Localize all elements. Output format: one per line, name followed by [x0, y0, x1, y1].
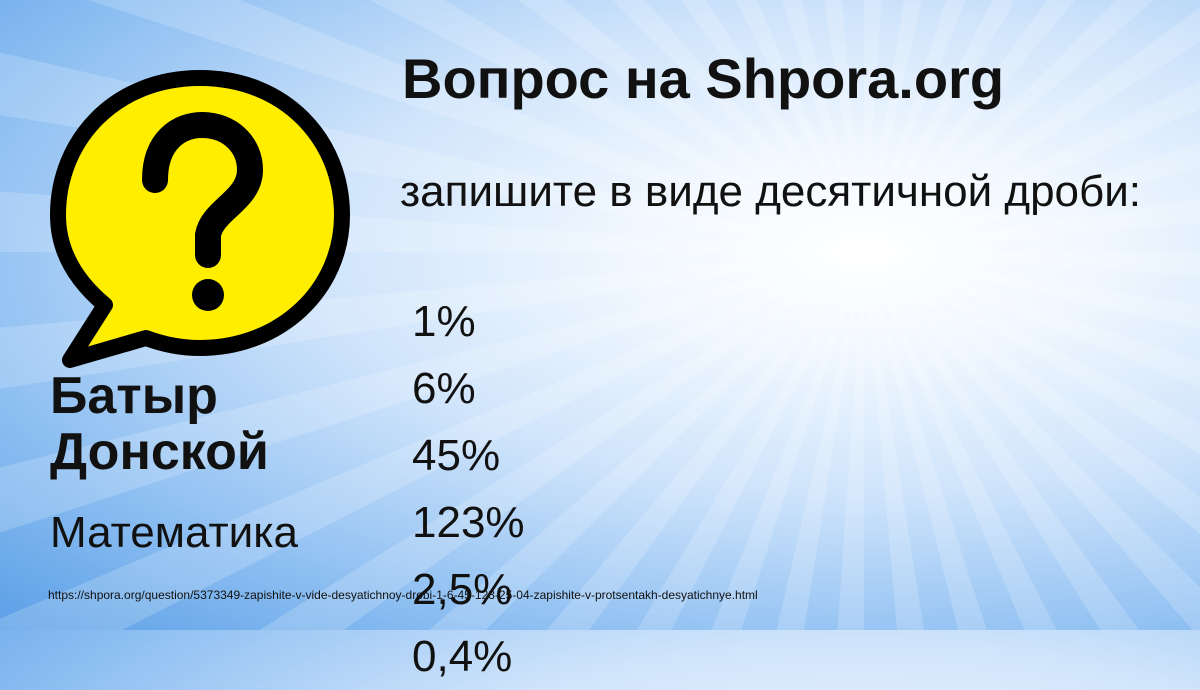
value-item: 45% — [412, 431, 501, 480]
value-item: 0,4% — [412, 632, 513, 681]
value-item: 123% — [412, 498, 525, 547]
question-speech-bubble-icon — [50, 70, 350, 368]
question-text: запишите в виде десятичной дроби: — [400, 167, 1142, 216]
page-url[interactable]: https://shpora.org/question/5373349-zapi… — [48, 588, 758, 602]
value-item: 2,5% — [412, 565, 513, 614]
value-item: 6% — [412, 364, 476, 413]
question-values: 1% 6% 45% 123% 2,5% 0,4% — [412, 288, 525, 690]
author-name: Батыр Донской — [50, 367, 269, 481]
subject: Математика — [50, 508, 298, 557]
value-item: 1% — [412, 297, 476, 346]
site-title: Вопрос на Shpora.org — [402, 47, 1005, 110]
